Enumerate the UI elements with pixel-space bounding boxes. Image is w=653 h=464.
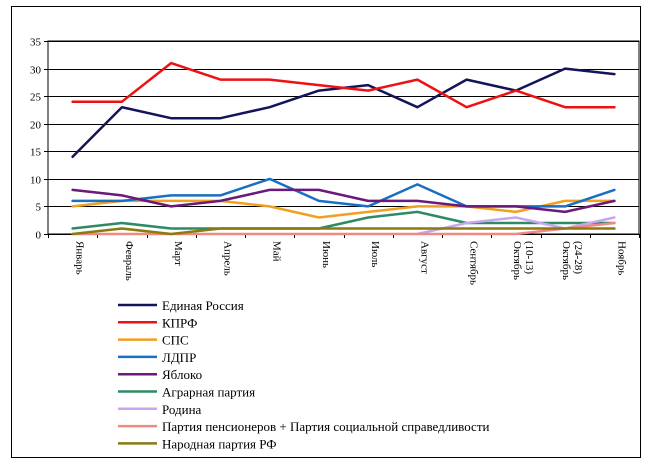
x-tick-labels: Январь Февраль Март Апрель Май Июнь Июль Август… [74,241,628,285]
x-tick-label: (24-28) [572,241,584,274]
y-tick-label: 0 [36,230,42,242]
y-tick-label: 25 [30,92,42,104]
grid-lines [44,41,639,235]
legend-label: Единая Россия [162,298,244,313]
x-tick-label: Октябрь [511,241,523,280]
legend-label: Народная партия РФ [162,436,277,451]
x-tick-label: Январь [74,241,86,275]
legend: Единая Россия КПРФ СПС ЛДПР Яблоко Аграрная п… [118,298,490,451]
x-tick-label: Май [271,241,283,262]
x-tick-label: Август [418,241,430,274]
legend-label: КПРФ [162,315,197,330]
series-line [416,216,616,236]
y-tick-label: 5 [36,202,42,214]
y-tick-label: 35 [30,37,42,49]
x-tick-label: Июнь [320,241,332,268]
x-tick-label: Февраль [123,241,135,281]
x-tick-label: Апрель [221,241,233,276]
legend-label: Партия пенсионеров + Партия социальной с… [162,419,490,434]
x-tick-label: Июль [369,241,381,267]
series-lines [71,61,616,236]
x-tick-label: (10-13) [523,241,535,274]
series-line [71,210,616,230]
legend-label: Аграрная партия [162,385,255,400]
x-tick-label: Октябрь [560,241,572,280]
x-tick-label: Ноябрь [615,241,627,275]
legend-label: СПС [162,333,189,348]
series-line [71,67,616,159]
y-tick-label: 30 [30,65,42,77]
series-line [71,227,616,236]
series-line [71,61,616,109]
y-tick-label: 20 [30,120,42,132]
line-chart: 0 5 10 15 20 25 30 35 Январь Февраль Март Апрель Ма… [30,37,640,451]
y-tick-label: 15 [30,147,42,159]
series-line [71,199,616,219]
y-tick-labels: 0 5 10 15 20 25 30 35 [30,37,42,242]
legend-label: ЛДПР [162,350,196,365]
chart-frame: 0 5 10 15 20 25 30 35 Январь Февраль Март Апрель Ма… [11,6,641,458]
axes [47,40,640,238]
x-tick-label: Сентябрь [468,241,480,285]
legend-label: Родина [162,402,202,417]
series-line [71,188,616,214]
x-tick-label: Март [172,241,184,266]
legend-label: Яблоко [162,367,202,382]
y-tick-label: 10 [30,175,42,187]
